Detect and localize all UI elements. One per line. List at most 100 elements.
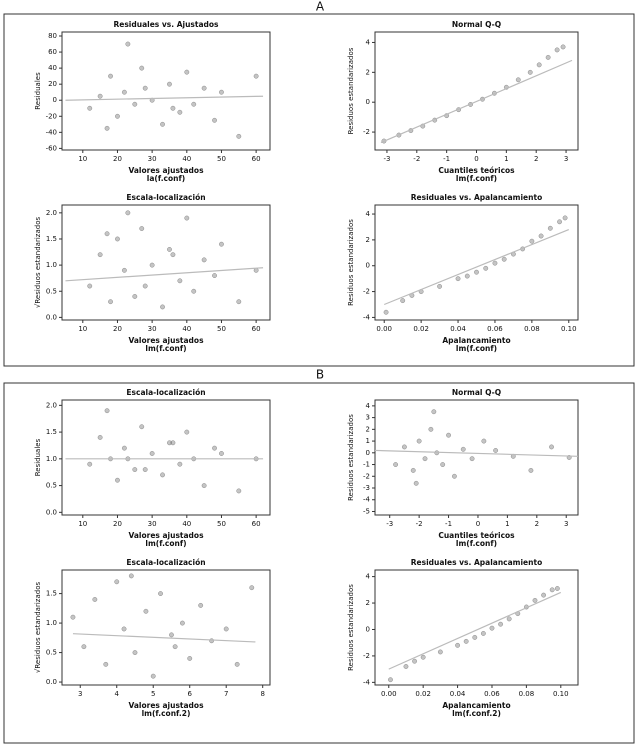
y-tick-label: 0.5 <box>46 287 57 295</box>
x-axis-label: Apalancamiento <box>442 336 510 345</box>
x-tick-label: 50 <box>217 325 226 333</box>
point <box>198 602 204 608</box>
point <box>115 236 120 242</box>
y-tick-label: 40 <box>48 64 57 72</box>
x-tick-label: -1 <box>443 155 450 163</box>
x-tick-label: 60 <box>252 520 261 528</box>
x-tick-label: 30 <box>148 325 157 333</box>
x-axis-label: Valores ajustados <box>128 531 204 540</box>
point <box>492 260 498 266</box>
section-box <box>3 382 635 744</box>
point <box>104 231 110 237</box>
x-tick-label: 40 <box>182 155 191 163</box>
point <box>97 252 103 258</box>
point <box>121 445 127 451</box>
point <box>536 62 542 68</box>
chart-title: Escala-localización <box>126 558 205 567</box>
point <box>557 219 562 225</box>
y-tick-label: 3 <box>366 414 370 422</box>
y-tick-label: 2 <box>366 425 370 433</box>
y-tick-label: 0 <box>53 96 57 104</box>
point <box>554 586 560 591</box>
y-tick-label: 1.0 <box>46 619 57 627</box>
point <box>463 638 469 644</box>
fit-line <box>384 228 569 306</box>
y-tick-label: 4 <box>366 210 371 218</box>
point <box>412 658 418 664</box>
point <box>474 269 479 275</box>
point <box>108 299 113 305</box>
point <box>234 661 240 667</box>
y-tick-label: 60 <box>48 48 57 56</box>
y-tick-label: 4 <box>366 402 371 410</box>
x-tick-label: 10 <box>78 155 87 163</box>
y-tick-label: 2 <box>366 68 370 76</box>
plot-frame <box>374 204 579 321</box>
y-tick-label: 1 <box>366 437 370 445</box>
x-axis-label: lm(f.conf.2) <box>142 709 191 718</box>
point <box>212 445 217 451</box>
point <box>219 241 224 247</box>
point <box>416 438 422 444</box>
point <box>184 69 190 75</box>
y-tick-label: 0.0 <box>46 678 57 686</box>
x-tick-label: -2 <box>413 155 420 163</box>
point <box>132 650 138 656</box>
point <box>212 117 217 123</box>
y-tick-label: -2 <box>363 128 370 136</box>
point <box>172 644 178 650</box>
point <box>549 444 554 450</box>
point <box>139 65 145 71</box>
y-tick-label: 4 <box>366 38 371 46</box>
point <box>236 299 242 305</box>
x-axis-label: Apalancamiento <box>442 701 510 710</box>
point <box>562 215 568 221</box>
point <box>201 85 207 91</box>
y-tick-label: -20 <box>46 112 57 120</box>
y-tick-label: 2.0 <box>46 401 57 409</box>
point <box>132 101 138 107</box>
point <box>177 109 183 115</box>
x-tick-label: 2 <box>535 520 539 528</box>
y-tick-label: -3 <box>363 484 370 492</box>
point <box>527 69 533 75</box>
point <box>160 121 165 127</box>
x-axis-label: lm(f.conf) <box>456 539 497 548</box>
point <box>201 483 207 489</box>
point <box>158 591 163 597</box>
y-tick-label: 2 <box>366 599 370 607</box>
y-tick-label: 0.5 <box>46 482 57 490</box>
point <box>149 262 155 268</box>
section-box <box>3 13 635 367</box>
point <box>219 451 224 456</box>
x-axis-label: lm(f.conf) <box>456 174 497 183</box>
y-tick-label: 1.5 <box>46 428 57 436</box>
point <box>493 448 499 453</box>
x-tick-label: 1 <box>504 155 508 163</box>
chart-title: Residuales vs. Apalancamiento <box>411 193 542 202</box>
x-tick-label: 0.04 <box>450 690 466 698</box>
x-tick-label: 50 <box>217 155 226 163</box>
y-tick-label: 1.5 <box>46 590 57 598</box>
point <box>125 210 131 216</box>
point <box>549 587 555 593</box>
y-axis-label: √Residuos estandarizados <box>34 217 42 309</box>
point <box>142 85 148 91</box>
x-tick-label: 0.08 <box>524 325 540 333</box>
point <box>420 654 426 660</box>
point <box>554 47 560 53</box>
x-tick-label: -3 <box>386 520 393 528</box>
x-axis-label: Cuantiles teóricos <box>438 166 515 175</box>
fit-line <box>388 591 562 670</box>
point <box>545 54 551 60</box>
point <box>446 432 452 438</box>
x-tick-label: 5 <box>151 690 155 698</box>
fit-line <box>65 267 264 282</box>
point <box>191 288 197 294</box>
x-axis-label: la(f.conf) <box>147 174 185 183</box>
section-label: B <box>316 368 324 382</box>
y-tick-label: 4 <box>366 573 371 581</box>
y-axis-label: Residuos estandarizados <box>347 584 355 671</box>
x-tick-label: 3 <box>564 155 568 163</box>
point <box>115 113 120 119</box>
